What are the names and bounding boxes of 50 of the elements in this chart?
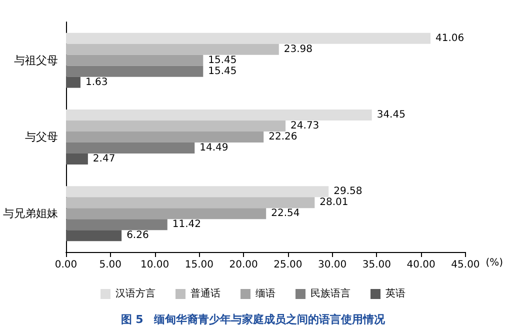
data-label: 2.47 [92, 154, 116, 164]
bar [66, 66, 204, 77]
data-label: 34.45 [376, 110, 406, 120]
legend-label: 民族语言 [310, 288, 350, 300]
y-tick-label: 与祖父母 [14, 54, 58, 67]
data-label: 1.63 [85, 76, 108, 88]
bar [66, 120, 286, 132]
data-label: 22.26 [268, 132, 298, 142]
data-label: 14.49 [200, 142, 228, 154]
data-label: 29.58 [334, 186, 362, 198]
data-label: 15.45 [208, 66, 237, 77]
bar [66, 76, 80, 88]
data-label: 6.26 [126, 230, 149, 242]
legend-label: 普通话 [190, 288, 220, 300]
x-tick-label: 45.00 [451, 260, 480, 270]
bar [66, 230, 122, 242]
bar [66, 32, 431, 44]
data-label: 28.01 [320, 197, 348, 208]
x-tick-label: 40.00 [406, 260, 436, 270]
legend-label: 汉语方言 [116, 288, 156, 300]
data-label: 15.45 [208, 54, 237, 66]
y-tick-label: 与兄弟姐妹 [3, 207, 58, 220]
text: 图 5 缅甸华裔青少年与家庭成员之间的语言使用情况 [120, 313, 386, 326]
bar [66, 154, 88, 164]
data-label: 22.54 [271, 208, 300, 220]
bar [66, 110, 372, 120]
data-label: 41.06 [436, 32, 464, 44]
bar [66, 132, 264, 142]
x-tick-label: 30.00 [318, 260, 347, 270]
bar [66, 186, 329, 198]
bar [66, 219, 168, 230]
legend-label: 缅语 [256, 288, 276, 300]
data-label: 11.42 [172, 219, 202, 230]
x-tick-label: 5.00 [99, 260, 122, 270]
x-tick-label: 15.00 [184, 260, 214, 270]
bar [66, 197, 315, 208]
legend-label: 英语 [386, 288, 406, 300]
bar [66, 208, 266, 220]
bar [66, 54, 204, 66]
x-tick-label: 35.00 [362, 260, 392, 270]
data-label: 23.98 [284, 44, 313, 55]
bar [66, 44, 279, 55]
x-tick-label: 20.00 [229, 260, 258, 270]
data-label: 24.73 [290, 120, 320, 132]
y-tick-label: 与父母 [25, 130, 58, 144]
x-tick-label: 0.00 [54, 260, 78, 270]
x-axis-title: (%) [486, 258, 504, 268]
x-tick-label: 10.00 [140, 260, 170, 270]
x-tick-label: 25.00 [274, 260, 302, 270]
bar [66, 142, 195, 154]
